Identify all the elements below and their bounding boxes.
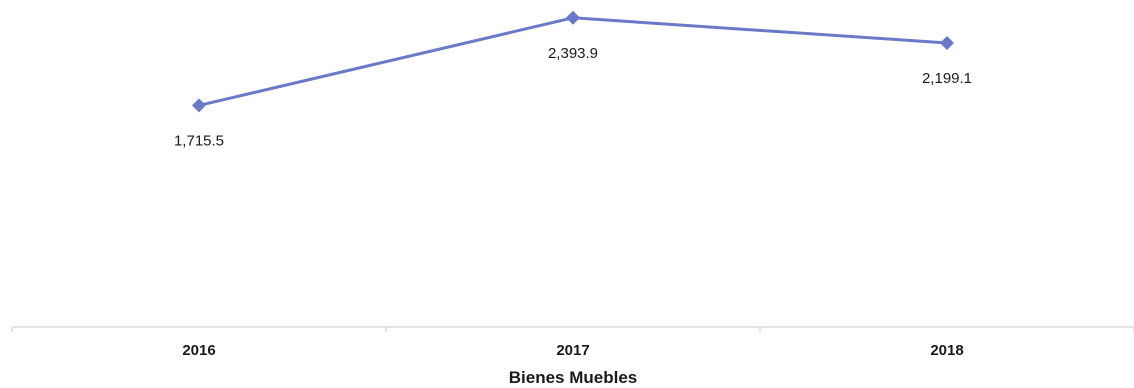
x-tick-label-2017: 2017 bbox=[556, 342, 589, 359]
x-tick-label-2018: 2018 bbox=[930, 342, 963, 359]
data-label-2017: 2,393.9 bbox=[548, 45, 598, 62]
data-label-2018: 2,199.1 bbox=[922, 70, 972, 87]
x-axis-title: Bienes Muebles bbox=[509, 368, 638, 387]
data-point-2016 bbox=[192, 98, 206, 113]
data-point-2018 bbox=[940, 35, 954, 50]
x-tick-label-2016: 2016 bbox=[182, 342, 215, 359]
data-point-2017 bbox=[566, 10, 580, 25]
data-label-2016: 1,715.5 bbox=[174, 132, 224, 149]
